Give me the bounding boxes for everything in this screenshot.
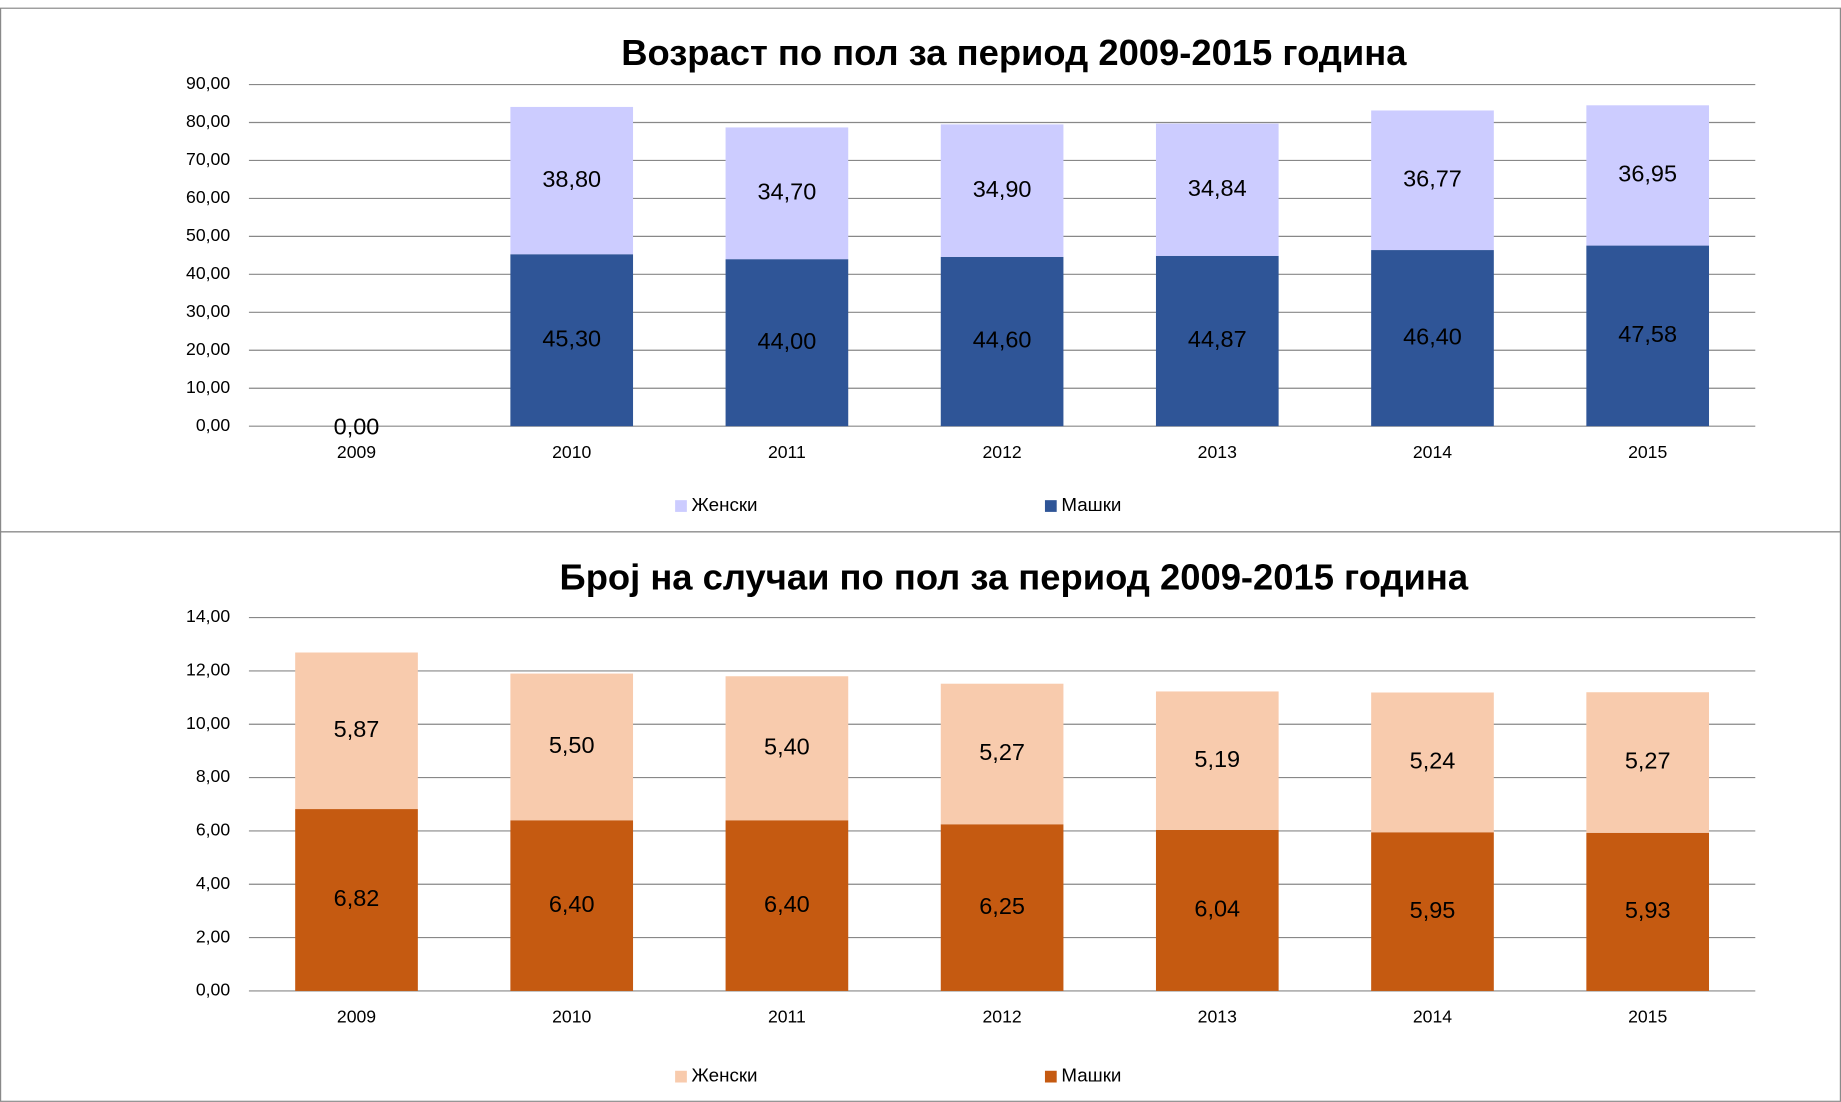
bar-segment [295, 652, 418, 810]
bar-segment [1586, 832, 1710, 991]
x-tick-label: 2012 [983, 442, 1022, 462]
data-label: 6,04 [1194, 896, 1240, 922]
y-tick-label: 10,00 [186, 713, 230, 733]
bar-segment [1586, 105, 1710, 246]
y-tick-label: 0,00 [196, 980, 230, 1000]
data-label: 5,50 [549, 732, 595, 758]
data-label: 34,84 [1188, 175, 1247, 201]
data-label: 5,24 [1410, 748, 1456, 774]
data-label: 6,40 [764, 891, 810, 917]
data-label: 36,95 [1618, 161, 1677, 187]
y-tick-label: 70,00 [186, 149, 230, 169]
x-tick-label: 2014 [1413, 1007, 1452, 1027]
data-label: 5,95 [1410, 897, 1456, 923]
y-tick-label: 10,00 [186, 377, 230, 397]
bar-segment [940, 824, 1064, 991]
y-tick-label: 12,00 [186, 660, 230, 680]
bar-segment [1155, 123, 1279, 256]
y-tick-label: 14,00 [186, 606, 230, 626]
bar-segment [510, 673, 634, 821]
x-tick-label: 2015 [1628, 1007, 1667, 1027]
y-tick-label: 40,00 [186, 263, 230, 283]
data-label: 5,93 [1625, 897, 1671, 923]
bar-segment [725, 259, 849, 427]
legend-label: Женски [692, 494, 758, 515]
legend-swatch [675, 500, 687, 512]
y-tick-label: 30,00 [186, 301, 230, 321]
chart-title: Број на случаи по пол за период 2009-201… [560, 557, 1469, 598]
x-tick-label: 2012 [983, 1007, 1022, 1027]
x-tick-label: 2014 [1413, 442, 1452, 462]
y-tick-label: 80,00 [186, 111, 230, 131]
data-label: 6,25 [979, 893, 1025, 919]
data-label: 44,87 [1188, 326, 1247, 352]
data-label: 45,30 [542, 325, 601, 351]
bar-segment [1155, 829, 1279, 991]
bar-segment [1371, 692, 1494, 833]
bar-segment [1155, 255, 1279, 427]
data-label: 5,87 [334, 716, 380, 742]
data-label: 36,77 [1403, 165, 1462, 191]
legend-swatch [1044, 1070, 1057, 1083]
data-label: 6,40 [549, 891, 595, 917]
bar-segment [1586, 692, 1710, 833]
legend-swatch [1044, 500, 1057, 512]
data-label: 47,58 [1618, 321, 1677, 347]
chart-title: Возраст по пол за период 2009-2015 годин… [621, 32, 1407, 73]
bar-segment [510, 820, 634, 991]
y-tick-label: 90,00 [186, 73, 230, 93]
bar-segment [1371, 110, 1494, 251]
bar-segment [940, 124, 1064, 257]
bar-segment [1371, 250, 1494, 427]
data-label: 0,00 [334, 414, 380, 440]
x-tick-label: 2013 [1198, 1007, 1237, 1027]
chart-frame [0, 531, 1841, 1102]
data-label: 38,80 [542, 166, 601, 192]
x-tick-label: 2009 [337, 442, 376, 462]
data-label: 5,27 [1625, 748, 1671, 774]
bar-segment [1586, 245, 1710, 427]
y-tick-label: 60,00 [186, 187, 230, 207]
x-tick-label: 2011 [768, 1007, 806, 1027]
x-tick-label: 2010 [552, 1007, 591, 1027]
bar-segment [725, 127, 849, 260]
data-label: 44,00 [758, 328, 817, 354]
data-label: 5,27 [979, 739, 1025, 765]
data-label: 44,60 [973, 327, 1032, 353]
bar-segment [1371, 832, 1494, 991]
y-tick-label: 2,00 [196, 926, 230, 946]
y-tick-label: 20,00 [186, 339, 230, 359]
x-tick-label: 2010 [552, 442, 591, 462]
bar-segment [725, 676, 849, 821]
x-tick-label: 2009 [337, 1007, 376, 1027]
legend-label: Женски [692, 1065, 758, 1086]
bar-segment [940, 256, 1064, 427]
y-tick-label: 50,00 [186, 225, 230, 245]
data-label: 34,90 [973, 176, 1032, 202]
y-tick-label: 8,00 [196, 766, 230, 786]
bar-segment [940, 683, 1064, 825]
y-tick-label: 4,00 [196, 873, 230, 893]
y-tick-label: 0,00 [196, 415, 230, 435]
data-label: 34,70 [758, 178, 817, 204]
y-tick-label: 6,00 [196, 820, 230, 840]
bar-segment [725, 820, 849, 991]
x-tick-label: 2015 [1628, 442, 1667, 462]
data-label: 6,82 [334, 885, 380, 911]
data-label: 5,40 [764, 733, 810, 759]
x-tick-label: 2011 [768, 442, 806, 462]
data-label: 46,40 [1403, 323, 1462, 349]
legend-label: Машки [1061, 494, 1121, 515]
bar-segment [510, 254, 634, 427]
chart-frame [0, 7, 1841, 533]
legend-label: Машки [1061, 1065, 1121, 1086]
bar-segment [510, 106, 634, 255]
bar-segment [295, 809, 418, 991]
data-label: 5,19 [1194, 746, 1240, 772]
legend-swatch [675, 1070, 687, 1083]
x-tick-label: 2013 [1198, 442, 1237, 462]
bar-segment [1155, 691, 1279, 830]
